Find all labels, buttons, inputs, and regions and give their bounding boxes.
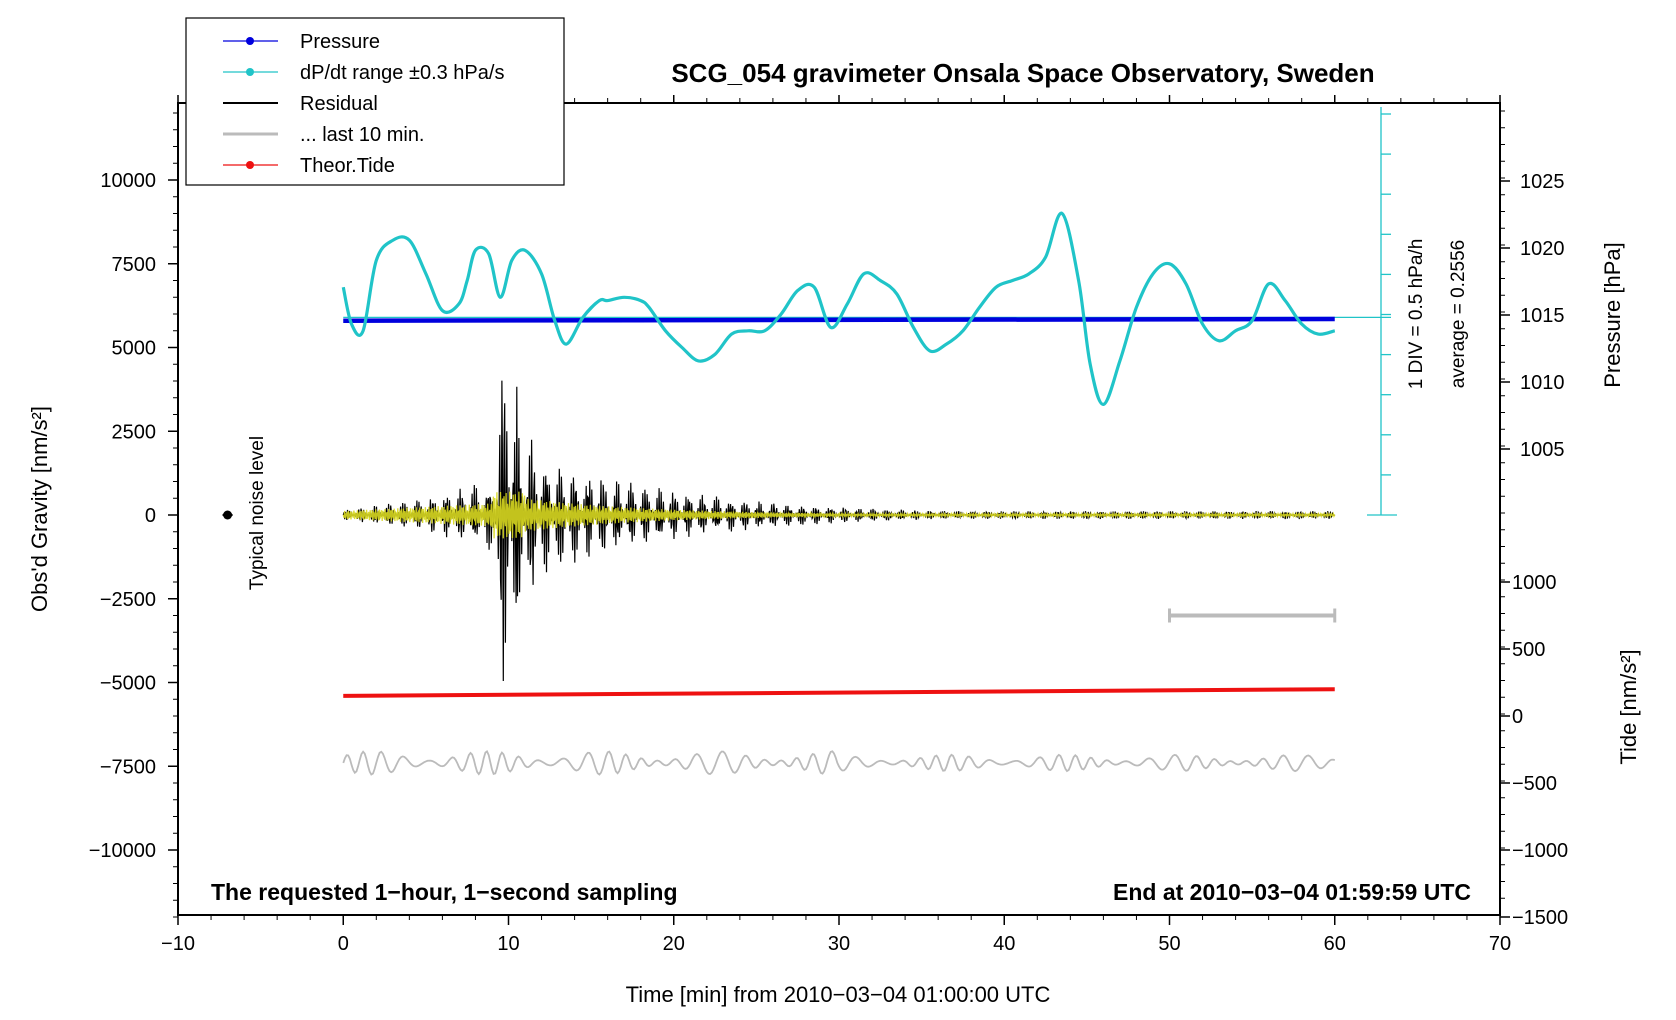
annotation-sampling: The requested 1−hour, 1−second sampling	[211, 879, 678, 905]
legend-label: dP/dt range ±0.3 hPa/s	[300, 62, 504, 84]
x-tick-label: 20	[663, 933, 685, 955]
legend-swatch-marker	[246, 37, 254, 45]
x-tick-label: 0	[338, 933, 349, 955]
residual-line	[342, 380, 1336, 682]
y-tick-label-left: −2500	[100, 589, 156, 611]
x-axis-title: Time [min] from 2010−03−04 01:00:00 UTC	[626, 982, 1051, 1007]
y-tick-label-left: 10000	[100, 170, 156, 192]
legend-label: Pressure	[300, 31, 380, 53]
x-tick-label: 10	[497, 933, 519, 955]
tide-tick-label: −1500	[1512, 907, 1568, 929]
y-tick-label-left: −5000	[100, 673, 156, 695]
y-axis-title-left: Obs'd Gravity [nm/s²]	[27, 406, 52, 612]
pressure-tick-label: 1020	[1520, 238, 1565, 260]
legend-label: Residual	[300, 93, 378, 115]
pressure-tick-label: 1010	[1520, 372, 1565, 394]
tide-tick-label: 500	[1512, 639, 1545, 661]
x-tick-label: 40	[993, 933, 1015, 955]
dpdt-line	[341, 211, 1336, 406]
x-tick-label: −10	[161, 933, 195, 955]
residual-filtered-line	[342, 491, 1336, 539]
y-axis-title-pressure: Pressure [hPa]	[1600, 242, 1625, 388]
x-tick-label: 70	[1489, 933, 1511, 955]
legend-swatch-marker	[246, 68, 254, 76]
noise-level-label: Typical noise level	[247, 436, 268, 590]
y-axis-title-tide: Tide [nm/s²]	[1616, 649, 1641, 764]
y-tick-label-left: −7500	[100, 756, 156, 778]
legend: Pressure dP/dt range ±0.3 hPa/s Residual..…	[185, 17, 565, 186]
scale-bar-div-label: 1 DIV = 0.5 hPa/h	[1406, 239, 1427, 390]
pressure-tick-label: 1005	[1520, 439, 1565, 461]
legend-box	[185, 17, 565, 186]
y-tick-label-left: 7500	[112, 254, 157, 276]
y-tick-label-left: 5000	[112, 338, 157, 360]
y-tick-label-left: 0	[145, 505, 156, 527]
annotation-end-time: End at 2010−03−04 01:59:59 UTC	[1113, 879, 1471, 905]
y-tick-label-left: −10000	[89, 840, 156, 862]
theor-tide-line	[343, 687, 1335, 698]
legend-label: Theor.Tide	[300, 155, 395, 177]
legend-label: ... last 10 min.	[300, 124, 425, 146]
pressure-tick-label: 1025	[1520, 171, 1565, 193]
tide-tick-label: 1000	[1512, 572, 1557, 594]
x-tick-label: 60	[1324, 933, 1346, 955]
chart-title: SCG_054 gravimeter Onsala Space Observat…	[671, 58, 1374, 88]
scale-bar-avg-label: average = 0.2556	[1448, 240, 1469, 388]
legend-swatch-marker	[246, 161, 254, 169]
x-tick-label: 30	[828, 933, 850, 955]
tide-tick-label: −500	[1512, 773, 1557, 795]
x-tick-label: 50	[1158, 933, 1180, 955]
tide-tick-label: −1000	[1512, 840, 1568, 862]
pressure-tick-label: 1015	[1520, 305, 1565, 327]
last-10-min-line	[342, 750, 1336, 776]
y-tick-label-left: 2500	[112, 421, 157, 443]
tide-tick-label: 0	[1512, 706, 1523, 728]
